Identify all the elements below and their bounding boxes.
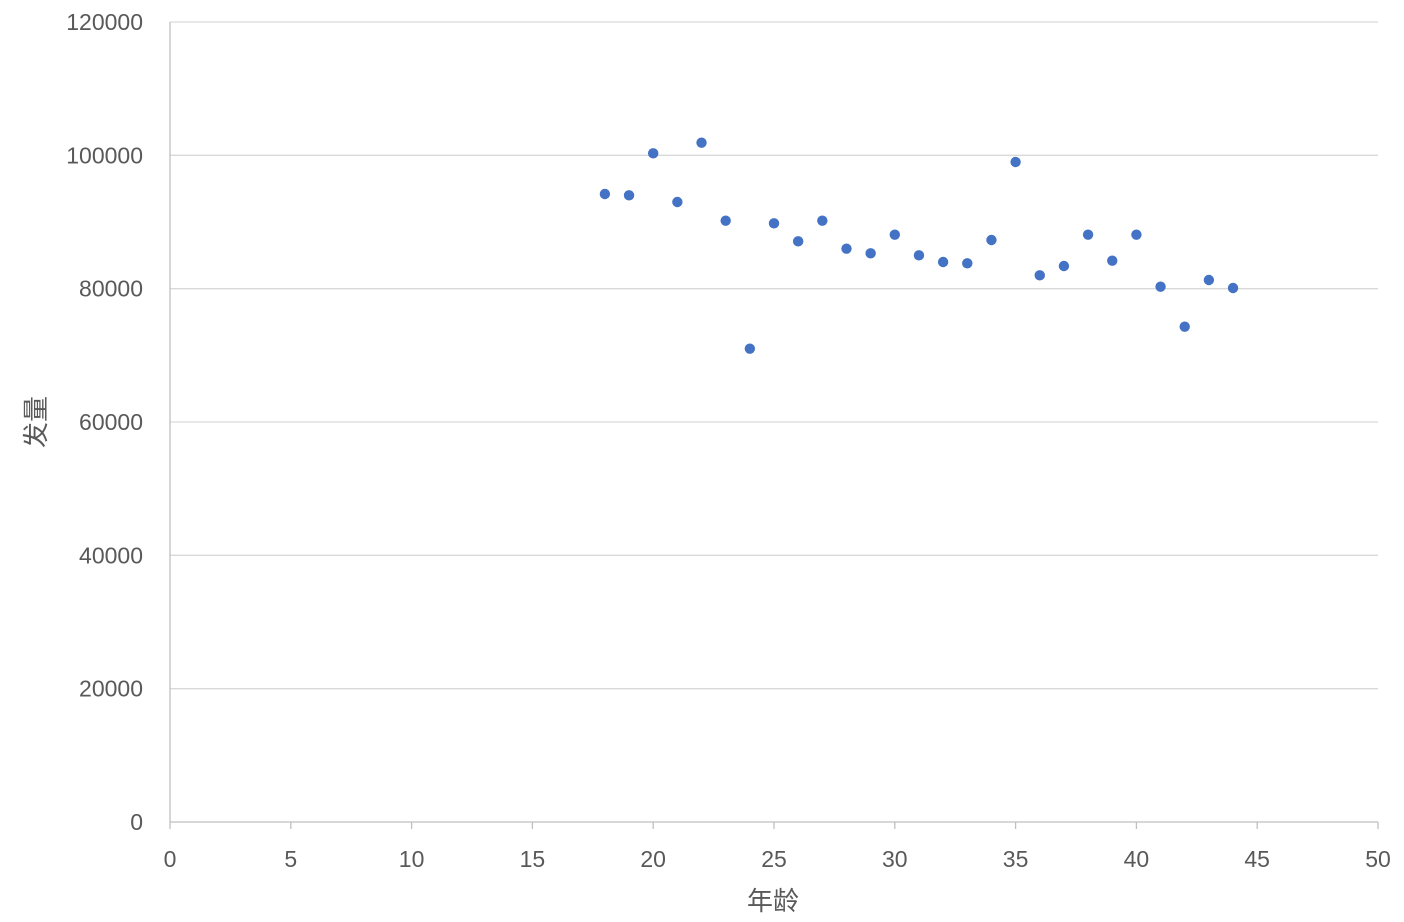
x-tick-label: 5 — [284, 846, 297, 872]
x-tick-label: 0 — [164, 846, 177, 872]
gridlines — [170, 21, 1378, 690]
data-point — [1155, 281, 1166, 292]
data-point — [841, 243, 852, 254]
y-tick-label: 60000 — [79, 409, 143, 435]
data-point — [962, 258, 973, 269]
data-point — [720, 215, 731, 226]
x-tick-label: 45 — [1244, 846, 1270, 872]
y-tick-label: 20000 — [79, 676, 143, 702]
data-point — [1179, 321, 1190, 332]
data-point — [623, 190, 635, 201]
data-point — [768, 218, 780, 229]
data-point — [1131, 229, 1142, 240]
data-point — [937, 256, 949, 268]
y-tick-labels: 0 20000 40000 60000 80000 100000 120000 — [66, 9, 143, 835]
x-tick-labels: 0 5 10 15 20 25 30 35 40 45 50 — [164, 846, 1391, 872]
data-point — [696, 137, 707, 148]
data-point — [792, 236, 804, 247]
y-tick-label: 40000 — [79, 542, 143, 568]
data-point — [1082, 229, 1094, 240]
data-point — [1227, 282, 1239, 294]
data-points — [599, 137, 1239, 354]
x-tick-label: 20 — [640, 846, 666, 872]
data-point — [889, 229, 900, 240]
x-axis-title: 年龄 — [747, 887, 799, 917]
axes — [169, 22, 1379, 829]
y-tick-label: 100000 — [66, 142, 143, 168]
x-tick-label: 50 — [1365, 846, 1391, 872]
x-tick-label: 15 — [520, 846, 546, 872]
data-point — [1034, 270, 1045, 281]
data-point — [865, 248, 876, 259]
data-point — [648, 148, 659, 159]
data-point — [1058, 260, 1070, 272]
data-point — [986, 234, 997, 246]
x-tick-label: 30 — [882, 846, 908, 872]
x-tick-label: 10 — [399, 846, 425, 872]
data-point — [817, 215, 828, 226]
y-axis-title: 发量 — [22, 396, 52, 448]
y-tick-label: 0 — [130, 809, 143, 835]
data-point — [599, 188, 611, 200]
data-point — [1203, 274, 1215, 286]
data-point — [1107, 255, 1118, 266]
y-tick-label: 120000 — [66, 9, 143, 35]
data-point — [744, 343, 756, 354]
x-tick-label: 35 — [1003, 846, 1029, 872]
x-tick-label: 40 — [1124, 846, 1150, 872]
data-point — [672, 196, 683, 208]
data-point — [1010, 156, 1021, 168]
data-point — [913, 250, 925, 261]
x-tick-label: 25 — [761, 846, 787, 872]
y-tick-label: 80000 — [79, 276, 143, 302]
